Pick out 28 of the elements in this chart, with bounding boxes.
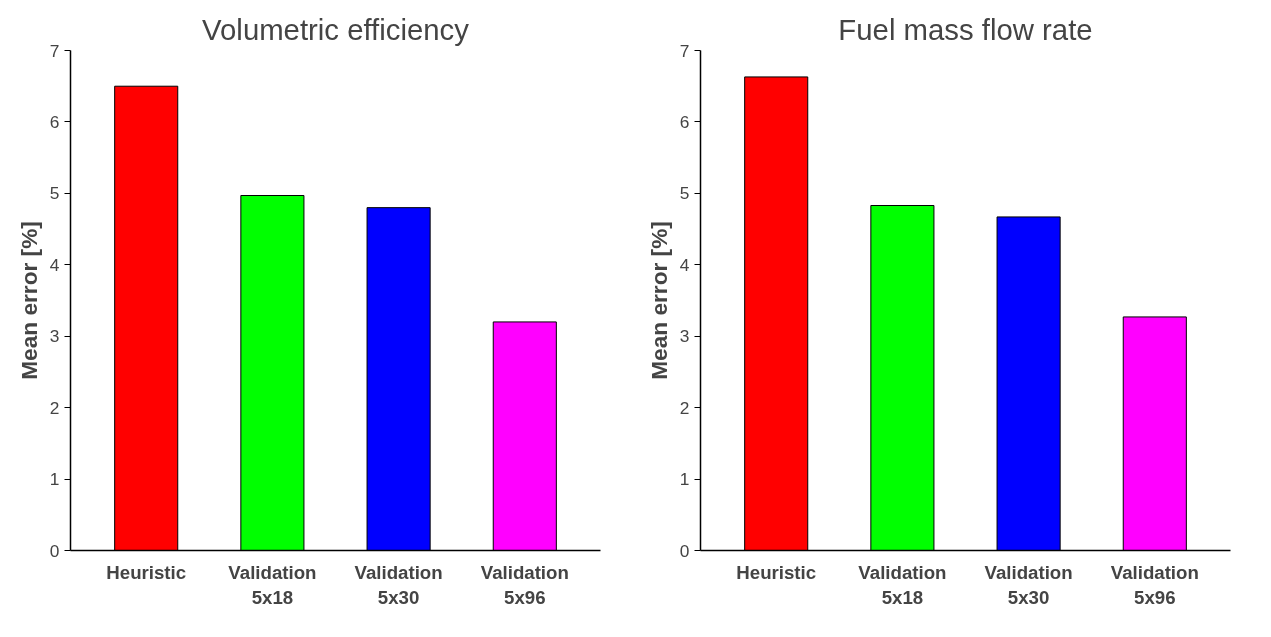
y-tick-label: 1 — [679, 469, 690, 490]
chart-title: Volumetric efficiency — [202, 12, 470, 46]
x-tick-label: Validation 5x30 — [984, 561, 1073, 608]
x-tick-label: Validation 5x96 — [1110, 561, 1199, 608]
y-tick-label: 6 — [679, 111, 690, 132]
x-tick-label: Validation 5x96 — [480, 561, 569, 608]
x-tick-label: Validation 5x18 — [858, 561, 947, 608]
y-tick-label: 3 — [679, 326, 690, 347]
y-tick-label: 0 — [49, 540, 60, 561]
y-axis-title: Mean error [%] — [645, 221, 672, 380]
x-tick-label: Heuristic — [736, 561, 817, 583]
y-tick-label: 0 — [679, 540, 690, 561]
y-tick-label: 2 — [49, 397, 60, 418]
y-axis-title: Mean error [%] — [15, 221, 42, 380]
y-tick-label: 4 — [679, 254, 690, 275]
y-tick-label: 4 — [49, 254, 60, 275]
y-tick-label: 2 — [679, 397, 690, 418]
y-tick-label: 6 — [49, 111, 60, 132]
y-tick-label: 5 — [679, 183, 690, 204]
x-tick-label: Validation 5x30 — [354, 561, 443, 608]
y-tick-label: 7 — [49, 40, 60, 61]
x-tick-label: Validation 5x18 — [228, 561, 317, 608]
y-tick-label: 1 — [49, 469, 60, 490]
y-tick-label: 3 — [49, 326, 60, 347]
x-tick-label: Heuristic — [106, 561, 187, 583]
y-tick-label: 7 — [679, 40, 690, 61]
y-tick-label: 5 — [49, 183, 60, 204]
chart-title: Fuel mass flow rate — [838, 12, 1093, 46]
